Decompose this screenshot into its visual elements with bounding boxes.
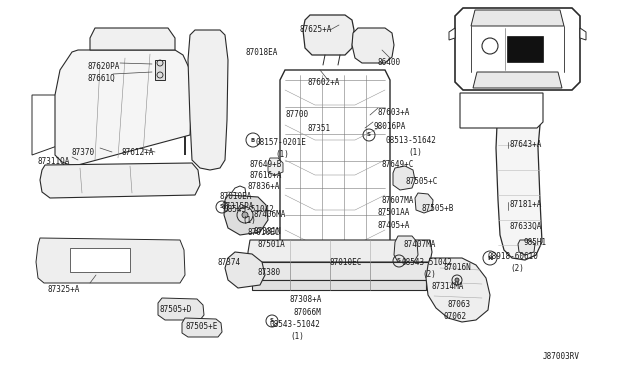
Text: 98016PA: 98016PA <box>373 122 405 131</box>
Text: 87633QA: 87633QA <box>510 222 542 231</box>
Text: (1): (1) <box>290 332 304 341</box>
Text: (2): (2) <box>422 270 436 279</box>
Polygon shape <box>70 248 130 272</box>
Polygon shape <box>518 240 535 255</box>
Text: 87603+A: 87603+A <box>378 108 410 117</box>
Text: 87325+A: 87325+A <box>48 285 81 294</box>
Text: 87505+C: 87505+C <box>406 177 438 186</box>
Text: 08543-51042: 08543-51042 <box>224 205 275 214</box>
Text: 87607MA: 87607MA <box>382 196 414 205</box>
Polygon shape <box>393 166 415 190</box>
Polygon shape <box>40 163 200 198</box>
Text: 87407MA: 87407MA <box>404 240 436 249</box>
Text: 87700: 87700 <box>285 110 308 119</box>
Polygon shape <box>225 252 265 288</box>
Polygon shape <box>449 28 455 40</box>
Polygon shape <box>36 238 185 283</box>
Text: 87501A: 87501A <box>258 240 285 249</box>
Text: 87010EC: 87010EC <box>248 228 280 237</box>
Polygon shape <box>352 28 394 63</box>
Text: S: S <box>270 318 274 324</box>
Text: 87501AA: 87501AA <box>378 208 410 217</box>
Text: 08513-51642: 08513-51642 <box>385 136 436 145</box>
Polygon shape <box>188 30 228 170</box>
Text: 87010EA: 87010EA <box>220 192 252 201</box>
Text: 87311QA: 87311QA <box>37 157 69 166</box>
Polygon shape <box>415 193 433 213</box>
Text: 87643+A: 87643+A <box>510 140 542 149</box>
Text: 87016N: 87016N <box>444 263 472 272</box>
Circle shape <box>455 278 459 282</box>
Polygon shape <box>158 298 204 320</box>
Text: 87315PA: 87315PA <box>222 202 254 211</box>
Polygon shape <box>394 236 418 262</box>
Text: 87380: 87380 <box>258 268 281 277</box>
Text: 87314MA: 87314MA <box>432 282 465 291</box>
Text: 985H1: 985H1 <box>524 238 547 247</box>
Polygon shape <box>580 28 586 40</box>
Text: 87661Q: 87661Q <box>87 74 115 83</box>
Text: 87018EA: 87018EA <box>245 48 277 57</box>
Text: S: S <box>397 259 401 263</box>
Polygon shape <box>426 258 490 322</box>
Polygon shape <box>90 28 175 50</box>
Text: 87405+A: 87405+A <box>378 221 410 230</box>
Circle shape <box>242 212 248 218</box>
Text: 87381N: 87381N <box>254 227 282 236</box>
Text: 87620PA: 87620PA <box>87 62 120 71</box>
Polygon shape <box>303 15 354 55</box>
Polygon shape <box>455 8 580 90</box>
Text: 87374: 87374 <box>218 258 241 267</box>
Text: 87406MA: 87406MA <box>254 210 286 219</box>
Polygon shape <box>155 60 165 80</box>
Text: 86400: 86400 <box>378 58 401 67</box>
Text: 87505+D: 87505+D <box>160 305 193 314</box>
Text: 87010EC: 87010EC <box>330 258 362 267</box>
Text: 87370: 87370 <box>72 148 95 157</box>
Circle shape <box>482 38 498 54</box>
Text: 87602+A: 87602+A <box>308 78 340 87</box>
Text: 08157-0201E: 08157-0201E <box>255 138 306 147</box>
Polygon shape <box>248 262 430 280</box>
Text: 08543-51042: 08543-51042 <box>402 258 453 267</box>
Text: S: S <box>367 132 371 138</box>
Text: 87616+A: 87616+A <box>250 171 282 180</box>
Text: (1): (1) <box>242 216 256 225</box>
Text: 87612+A: 87612+A <box>122 148 154 157</box>
Text: 08918-60610: 08918-60610 <box>488 252 539 261</box>
Text: (1): (1) <box>408 148 422 157</box>
Text: J87003RV: J87003RV <box>543 352 580 361</box>
Polygon shape <box>252 280 426 290</box>
Text: 87649+C: 87649+C <box>382 160 414 169</box>
Text: 87649+B: 87649+B <box>250 160 282 169</box>
Text: 08543-51042: 08543-51042 <box>270 320 321 329</box>
Text: S: S <box>220 205 224 209</box>
Polygon shape <box>182 318 222 337</box>
Polygon shape <box>268 158 283 175</box>
Text: 87505+E: 87505+E <box>185 322 218 331</box>
Text: 87836+A: 87836+A <box>248 182 280 191</box>
Polygon shape <box>224 195 268 235</box>
Text: 87308+A: 87308+A <box>290 295 323 304</box>
Polygon shape <box>496 118 542 260</box>
Text: 07062: 07062 <box>444 312 467 321</box>
Polygon shape <box>473 72 562 88</box>
Text: 87063: 87063 <box>448 300 471 309</box>
Text: (1): (1) <box>275 150 289 159</box>
Polygon shape <box>471 10 564 26</box>
Polygon shape <box>55 50 192 165</box>
Polygon shape <box>507 36 543 62</box>
Text: 87505+B: 87505+B <box>422 204 454 213</box>
Text: (2): (2) <box>510 264 524 273</box>
Text: 87066M: 87066M <box>293 308 321 317</box>
Text: 87625+A: 87625+A <box>299 25 332 34</box>
Text: 87351: 87351 <box>308 124 331 133</box>
Text: N: N <box>487 256 493 260</box>
Polygon shape <box>248 240 432 262</box>
Polygon shape <box>460 93 543 128</box>
Text: B: B <box>251 138 255 142</box>
Text: 87181+A: 87181+A <box>510 200 542 209</box>
